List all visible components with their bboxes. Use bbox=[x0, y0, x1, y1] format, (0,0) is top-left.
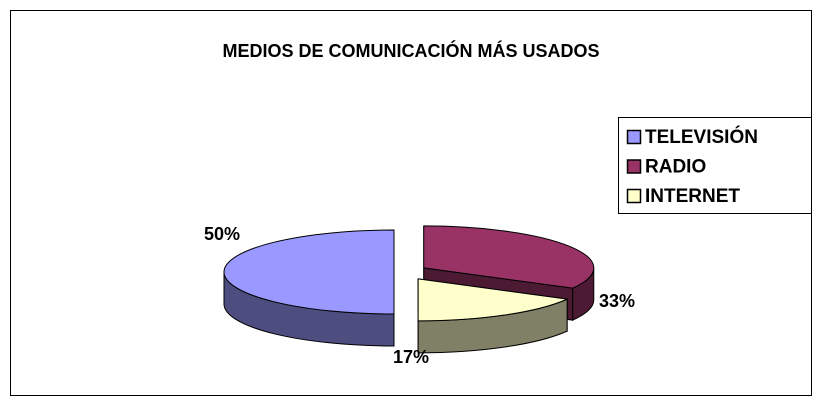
slice bbox=[417, 278, 569, 322]
legend-swatch bbox=[626, 188, 642, 204]
slice bbox=[423, 225, 595, 289]
legend-label: INTERNET bbox=[645, 186, 740, 207]
legend-label: TELEVISIÓN bbox=[645, 126, 758, 148]
data-label: 50% bbox=[204, 224, 240, 244]
data-label: 17% bbox=[393, 347, 429, 367]
slice bbox=[223, 229, 395, 315]
data-label: 33% bbox=[599, 291, 635, 311]
chart-title: MEDIOS DE COMUNICACIÓN MÁS USADOS bbox=[222, 40, 599, 61]
legend-swatch bbox=[626, 129, 642, 145]
legend-box bbox=[618, 117, 812, 214]
legend-label: RADIO bbox=[645, 157, 706, 178]
legend-swatch bbox=[626, 159, 642, 174]
